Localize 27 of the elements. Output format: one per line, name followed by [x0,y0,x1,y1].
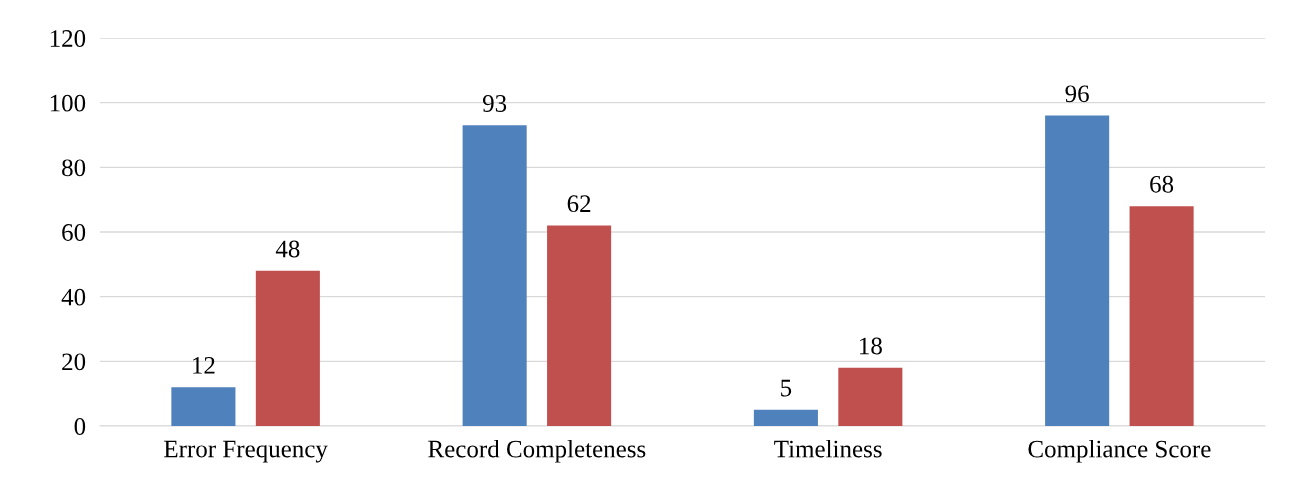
x-tick-label: Record Completeness [428,439,646,463]
y-tick-label: 100 [50,94,86,112]
x-tick-label: Timeliness [774,439,882,458]
data-label: 48 [275,240,300,258]
y-tick-label: 20 [62,353,86,371]
y-tick-label: 0 [74,418,86,435]
bar [462,125,527,426]
bar [753,409,818,426]
data-label: 93 [482,95,507,112]
bar [1045,115,1110,426]
data-label: 68 [1150,175,1174,193]
y-tick-label: 80 [62,159,86,177]
data-label: 96 [1065,85,1089,103]
bar [838,367,903,426]
x-tick-label: Compliance Score [1028,439,1211,463]
data-label: 5 [781,379,792,397]
data-label: 18 [860,337,882,355]
bar [171,387,236,426]
y-tick-label: 60 [62,224,86,241]
data-label: 62 [567,195,591,213]
bar [1129,206,1194,426]
data-label: 12 [193,356,215,374]
y-tick-label: 120 [50,30,86,47]
bar [255,270,320,426]
x-tick-label: Error Frequency [164,440,328,463]
bar [547,225,612,426]
y-tick-label: 40 [61,288,86,306]
